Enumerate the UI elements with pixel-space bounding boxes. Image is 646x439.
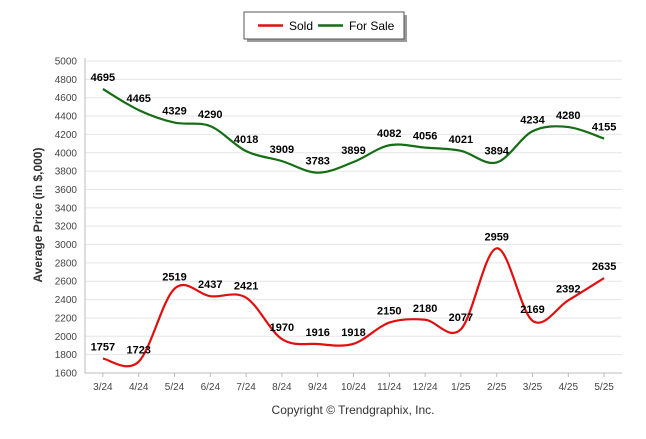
legend: Sold For Sale (243, 11, 407, 42)
data-label-sold: 1757 (91, 342, 115, 354)
data-label-for-sale: 4082 (377, 128, 401, 140)
legend-label-for-sale: For Sale (349, 19, 395, 33)
data-label-for-sale: 4695 (91, 72, 115, 84)
data-label-sold: 2959 (484, 231, 508, 243)
y-axis-title: Average Price (in $,000) (31, 148, 45, 283)
data-label-sold: 2077 (449, 312, 473, 324)
x-tick-label: 5/24 (165, 382, 185, 393)
y-tick-label: 3400 (55, 203, 78, 214)
data-label-sold: 1723 (126, 345, 150, 357)
data-label-for-sale: 4290 (198, 109, 222, 121)
data-label-for-sale: 4021 (449, 134, 473, 146)
y-tick-label: 1800 (55, 350, 78, 361)
y-tick-label: 3200 (55, 222, 78, 233)
data-label-for-sale: 3894 (484, 145, 509, 157)
x-tick-label: 8/24 (272, 382, 292, 393)
x-tick-label: 11/24 (377, 382, 402, 393)
series-lines (102, 88, 605, 368)
x-tick-label: 9/24 (308, 382, 328, 393)
y-tick-label: 2800 (55, 258, 78, 269)
x-tick-label: 10/24 (341, 382, 366, 393)
x-tick-label: 4/24 (129, 382, 149, 393)
data-label-for-sale: 4329 (162, 106, 186, 118)
y-tick-label: 1600 (55, 369, 78, 380)
x-tick-label: 5/25 (594, 382, 614, 393)
data-label-sold: 1970 (270, 322, 294, 334)
x-tick-label: 12/24 (413, 382, 438, 393)
y-tick-label: 3800 (55, 167, 78, 178)
data-label-for-sale: 3783 (305, 156, 329, 168)
data-label-for-sale: 4056 (413, 131, 437, 143)
x-tick-label: 3/25 (523, 382, 543, 393)
series-line-sold (102, 247, 605, 368)
y-axis: 1600 1800 2000 2200 2400 2600 2800 3000 3200 3400… (55, 57, 86, 380)
data-label-for-sale: 4465 (126, 93, 150, 105)
y-tick-label: 2600 (55, 277, 78, 288)
legend-label-sold: Sold (289, 19, 313, 33)
data-label-sold: 1916 (305, 327, 329, 339)
data-label-sold: 2635 (592, 261, 616, 273)
data-label-for-sale: 3899 (341, 145, 365, 157)
data-label-sold: 2519 (162, 272, 186, 284)
x-tick-label: 7/24 (236, 382, 256, 393)
data-label-for-sale: 4155 (592, 122, 616, 134)
data-label-sold: 1918 (341, 327, 365, 339)
x-axis: 3/24 4/24 5/24 6/24 7/24 8/24 9/24 10/24 11/24 12… (85, 372, 622, 393)
y-tick-label: 3000 (55, 240, 78, 251)
y-tick-label: 5000 (55, 57, 78, 68)
y-tick-label: 2000 (55, 332, 78, 343)
data-label-sold: 2150 (377, 306, 401, 318)
x-tick-label: 3/24 (93, 382, 113, 393)
x-tick-label: 2/25 (487, 382, 507, 393)
data-label-sold: 2421 (234, 281, 258, 293)
data-label-for-sale: 4018 (234, 134, 258, 146)
data-label-for-sale: 4234 (520, 114, 545, 126)
y-tick-label: 2400 (55, 295, 78, 306)
data-label-for-sale: 4280 (556, 110, 580, 122)
y-tick-label: 4400 (55, 112, 78, 123)
data-label-sold: 2169 (520, 304, 544, 316)
data-label-sold: 2392 (556, 283, 580, 295)
x-tick-label: 4/25 (559, 382, 579, 393)
data-label-sold: 2437 (198, 279, 222, 291)
y-tick-label: 4800 (55, 75, 78, 86)
y-tick-label: 4600 (55, 93, 78, 104)
data-labels: 1757 1723 2519 2437 2421 1970 1916 1918 2150 2180… (91, 72, 617, 357)
y-tick-label: 2200 (55, 313, 78, 324)
x-tick-label: 1/25 (451, 382, 471, 393)
data-label-sold: 2180 (413, 303, 437, 315)
y-tick-label: 3600 (55, 185, 78, 196)
x-tick-label: 6/24 (201, 382, 221, 393)
y-tick-label: 4000 (55, 148, 78, 159)
y-tick-label: 4200 (55, 130, 78, 141)
data-label-for-sale: 3909 (270, 144, 294, 156)
series-line-for-sale (102, 88, 605, 174)
copyright-footer: Copyright © Trendgraphix, Inc. (272, 403, 435, 417)
